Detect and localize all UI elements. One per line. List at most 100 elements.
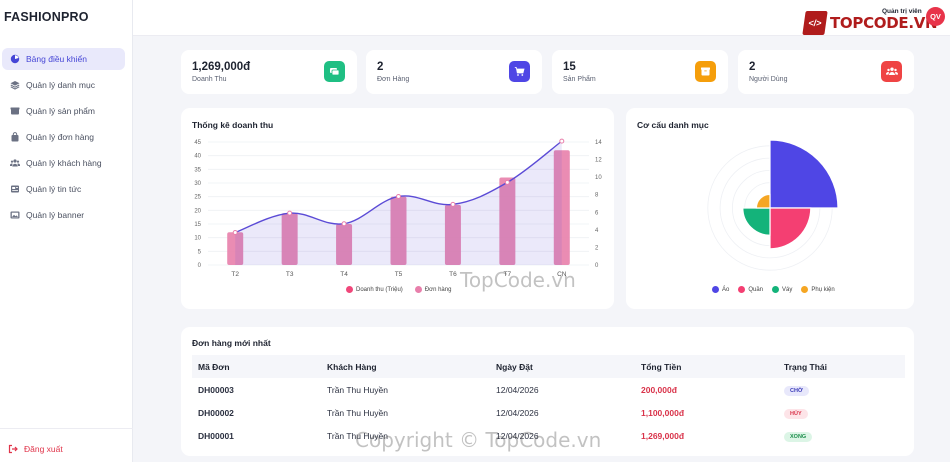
x-tick-label: T2 [231, 271, 239, 278]
x-tick-label: T6 [449, 271, 457, 278]
stat-value: 15 [563, 61, 576, 73]
polar-slice [742, 207, 771, 236]
order-customer: Trần Thu Huyền [327, 384, 388, 395]
orders-point [287, 210, 293, 216]
orders-point [450, 201, 456, 207]
sidebar-item-customers[interactable]: Quản lý khách hàng [2, 152, 125, 174]
news-icon [10, 184, 20, 194]
stat-label: Người Dùng [749, 76, 788, 83]
order-date: 12/04/2026 [496, 384, 539, 395]
layers-icon [10, 80, 20, 90]
order-customer: Trần Thu Huyền [327, 407, 388, 418]
orders-point [232, 229, 238, 235]
legend-label: Phụ kiện [811, 286, 835, 293]
x-tick-label: CN [557, 271, 567, 278]
revenue-bar [499, 177, 516, 265]
logout-icon [8, 444, 18, 454]
sidebar-item-label: Quản lý đơn hàng [26, 132, 94, 142]
y-left-tick-label: 20 [194, 208, 201, 214]
legend-item-vay[interactable]: Váy [772, 286, 792, 293]
revenue-panel-title: Thống kê doanh thu [192, 120, 274, 130]
brand-logo[interactable]: FASHIONPRO [4, 10, 89, 24]
column-header: Ngày Đặt [490, 355, 635, 378]
stat-value: 1,269,000đ [192, 61, 251, 73]
y-right-tick-label: 0 [595, 263, 599, 269]
order-date: 12/04/2026 [496, 430, 539, 441]
order-customer: Trần Thu Huyền [327, 430, 388, 441]
sidebar-item-orders[interactable]: Quản lý đơn hàng [2, 126, 125, 148]
stat-label: Đơn Hàng [377, 76, 410, 83]
sidebar-item-banner[interactable]: Quản lý banner [2, 204, 125, 226]
orders-point [559, 138, 565, 144]
stat-card-products: 15 Sản Phẩm [552, 50, 728, 94]
table-row[interactable]: DH00002 Trần Thu Huyền 12/04/2026 1,100,… [192, 401, 905, 424]
sidebar-item-products[interactable]: Quản lý sản phẩm [2, 100, 125, 122]
table-row[interactable]: DH00003 Trần Thu Huyền 12/04/2026 200,00… [192, 378, 905, 401]
order-status-cell: CHỜ [778, 378, 905, 401]
sidebar-divider [0, 428, 133, 429]
status-badge: XONG [784, 431, 813, 442]
legend-item-revenue[interactable]: Doanh thu (Triệu) [346, 286, 403, 293]
sidebar-item-dashboard[interactable]: Bảng điều khiển [2, 48, 125, 70]
box-icon [695, 61, 716, 82]
status-badge: CHỜ [784, 385, 809, 396]
order-total: 200,000đ [641, 384, 677, 395]
sidebar-item-label: Quản lý tin tức [26, 184, 82, 194]
y-left-tick-label: 15 [194, 222, 201, 228]
status-badge: HỦY [784, 408, 808, 419]
legend-dot [414, 286, 422, 293]
y-left-tick-label: 45 [194, 140, 201, 146]
legend-item-quan[interactable]: Quần [738, 286, 763, 293]
table-row[interactable]: DH00001 Trần Thu Huyền 12/04/2026 1,269,… [192, 424, 905, 447]
image-icon [10, 210, 20, 220]
legend-label: Đơn hàng [424, 286, 452, 293]
y-left-tick-label: 35 [194, 167, 201, 173]
avatar[interactable]: QV [926, 7, 945, 26]
y-left-tick-label: 10 [194, 236, 201, 242]
legend-dot [346, 286, 353, 293]
logout-button[interactable]: Đăng xuất [8, 444, 63, 454]
stat-card-users: 2 Người Dùng [738, 50, 914, 94]
topcode-logo: </> TOPCODE.VN [802, 11, 938, 35]
orders-point [341, 221, 347, 227]
revenue-chart: 0 5 10 15 20 25 30 35 40 45 0 2 4 6 8 10 12 14 T2 T3 T4 T5 T6 T… [194, 138, 602, 278]
sidebar-item-label: Quản lý danh mục [26, 80, 95, 90]
y-left-tick-label: 40 [194, 154, 201, 160]
category-panel: Cơ cấu danh mục Áo Quần Váy Phụ kiện [626, 108, 914, 309]
legend-dot [801, 286, 809, 293]
code-icon: </> [802, 11, 828, 35]
category-panel-title: Cơ cấu danh mục [637, 120, 709, 130]
y-right-tick-label: 4 [595, 228, 599, 234]
revenue-bar [281, 213, 298, 265]
admin-label: Quản trị viên [882, 8, 922, 15]
sidebar-item-categories[interactable]: Quản lý danh mục [2, 74, 125, 96]
x-tick-label: T7 [504, 271, 512, 278]
legend-dot [712, 286, 719, 293]
revenue-bar [444, 204, 461, 265]
sidebar-item-label: Bảng điều khiển [26, 54, 87, 64]
sidebar-item-label: Quản lý banner [26, 210, 85, 220]
y-right-tick-label: 10 [595, 175, 602, 181]
order-date: 12/04/2026 [496, 407, 539, 418]
legend-item-phu-kien[interactable]: Phụ kiện [801, 286, 835, 293]
y-right-tick-label: 6 [595, 210, 599, 216]
stat-value: 2 [749, 61, 756, 73]
polar-slice [769, 139, 839, 209]
legend-item-orders[interactable]: Đơn hàng [414, 286, 452, 293]
order-status-cell: XONG [778, 424, 905, 447]
users-icon [10, 158, 20, 168]
polar-slice [755, 193, 771, 209]
column-header: Tổng Tiền [635, 355, 778, 378]
legend-item-ao[interactable]: Áo [712, 286, 729, 293]
sidebar-item-news[interactable]: Quản lý tin tức [2, 178, 125, 200]
revenue-legend: Doanh thu (Triệu) Đơn hàng [346, 286, 451, 293]
sidebar: FASHIONPRO Bảng điều khiển Quản lý danh … [0, 0, 133, 462]
y-left-tick-label: 25 [194, 195, 201, 201]
orders-area [235, 141, 562, 265]
order-id: DH00003 [198, 384, 234, 395]
orders-table: Mã Đơn Khách Hàng Ngày Đặt Tổng Tiền Trạ… [192, 355, 905, 447]
x-tick-label: T3 [286, 271, 294, 278]
y-left-tick-label: 5 [198, 249, 202, 255]
legend-dot [738, 286, 746, 293]
column-header: Mã Đơn [192, 355, 321, 378]
